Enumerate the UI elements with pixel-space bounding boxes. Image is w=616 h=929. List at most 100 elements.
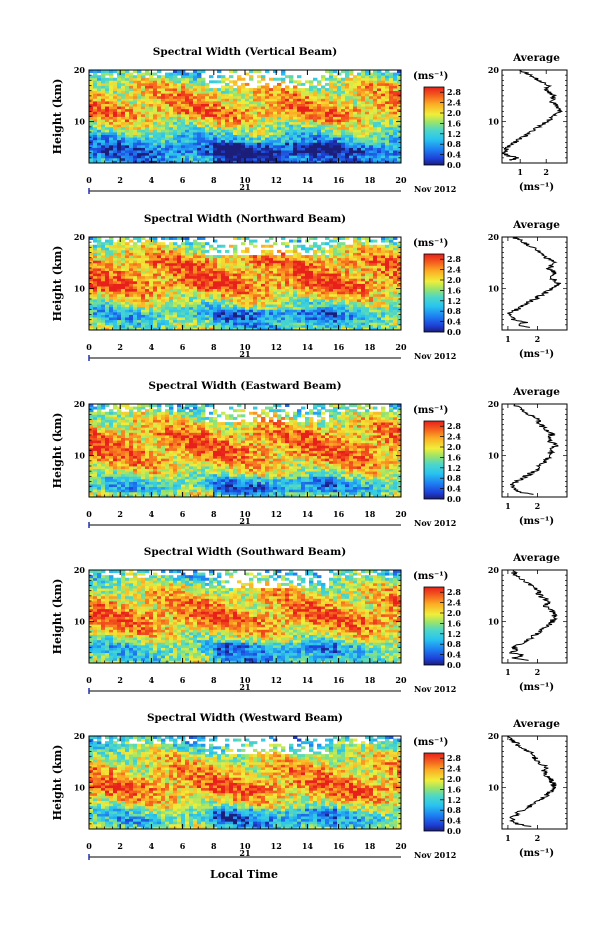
x-tick-label: 10	[239, 175, 251, 185]
x-tick-label: 4	[149, 841, 155, 851]
colorbar-tick-label: 1.2	[447, 463, 461, 473]
avg-x-tick-label: 2	[535, 667, 541, 677]
y-tick-label: 20	[74, 565, 86, 575]
day-label: 21	[239, 682, 250, 692]
x-tick-label: 2	[117, 175, 123, 185]
avg-x-label: (ms⁻¹)	[519, 516, 554, 527]
x-tick-label: 12	[271, 841, 282, 851]
x-tick-label: 16	[333, 342, 345, 352]
colorbar-tick-label: 1.2	[447, 795, 461, 805]
colorbar-tick-label: 0.0	[447, 160, 461, 170]
colorbar-tick-label: 2.4	[447, 98, 461, 108]
x-tick-label: 6	[180, 175, 186, 185]
x-tick-label: 12	[271, 342, 282, 352]
colorbar-tick-label: 0.4	[447, 484, 461, 494]
colorbar	[423, 253, 445, 333]
avg-x-label: (ms⁻¹)	[519, 349, 554, 360]
x-tick-label: 12	[271, 175, 282, 185]
colorbar-units: (ms⁻¹)	[413, 238, 448, 249]
panel-title: Spectral Width (Eastward Beam)	[148, 380, 341, 392]
x-tick-label: 0	[86, 342, 92, 352]
colorbar-tick-label: 1.6	[447, 784, 461, 794]
x-tick-label: 4	[149, 342, 155, 352]
colorbar	[423, 586, 445, 666]
x-tick-label: 10	[239, 675, 251, 685]
month-label: Nov 2012	[414, 850, 456, 860]
month-label: Nov 2012	[414, 184, 456, 194]
avg-x-tick-label: 2	[543, 167, 549, 177]
colorbar-tick-label: 0.8	[447, 139, 461, 149]
x-tick-label: 2	[117, 841, 123, 851]
colorbar-tick-label: 2.0	[447, 442, 461, 452]
colorbar-units: (ms⁻¹)	[413, 737, 448, 748]
x-tick-label: 20	[395, 675, 407, 685]
colorbar-tick-label: 1.6	[447, 618, 461, 628]
colorbar-tick-label: 2.8	[447, 587, 461, 597]
x-tick-label: 12	[271, 509, 282, 519]
x-tick-label: 14	[302, 675, 314, 685]
x-tick-label: 6	[180, 342, 186, 352]
avg-y-tick-label: 10	[488, 617, 500, 627]
avg-y-tick-label: 20	[488, 399, 500, 409]
avg-y-tick-label: 10	[488, 117, 500, 127]
x-tick-label: 16	[333, 841, 345, 851]
colorbar-tick-label: 0.0	[447, 494, 461, 504]
day-label: 21	[239, 848, 250, 858]
day-label: 21	[239, 516, 250, 526]
avg-frame	[501, 403, 568, 498]
colorbar-units: (ms⁻¹)	[413, 405, 448, 416]
avg-y-tick-label: 20	[488, 232, 500, 242]
x-tick-label: 8	[211, 509, 217, 519]
month-label: Nov 2012	[414, 518, 456, 528]
x-tick-label: 14	[302, 841, 314, 851]
avg-profile-line	[502, 70, 564, 161]
colorbar-tick-label: 2.8	[447, 753, 461, 763]
x-tick-label: 10	[239, 509, 251, 519]
colorbar-tick-label: 1.2	[447, 129, 461, 139]
colorbar-tick-label: 2.0	[447, 774, 461, 784]
avg-title: Average	[512, 552, 560, 564]
beam-panel-3: Spectral Width (Eastward Beam)0 2 4 6 8 10 12 1…	[51, 380, 568, 528]
avg-x-tick-label: 2	[535, 501, 541, 511]
x-tick-label: 4	[149, 509, 155, 519]
colorbar-tick-label: 0.8	[447, 805, 461, 815]
y-axis-label: Height (km)	[51, 579, 64, 655]
colorbar-tick-label: 0.8	[447, 639, 461, 649]
y-tick-label: 20	[74, 731, 86, 741]
x-tick-label: 4	[149, 675, 155, 685]
colorbar-tick-label: 2.4	[447, 764, 461, 774]
avg-frame	[501, 569, 568, 664]
avg-frame	[501, 69, 568, 164]
x-tick-label: 2	[117, 342, 123, 352]
day-label: 21	[239, 182, 250, 192]
y-tick-label: 20	[74, 65, 86, 75]
y-tick-label: 20	[74, 232, 86, 242]
avg-profile-line	[507, 237, 562, 328]
x-tick-label: 8	[211, 841, 217, 851]
x-tick-label: 6	[180, 509, 186, 519]
avg-y-tick-label: 20	[488, 731, 500, 741]
colorbar-tick-label: 2.0	[447, 608, 461, 618]
colorbar-tick-label: 0.0	[447, 327, 461, 337]
colorbar-tick-label: 0.8	[447, 473, 461, 483]
colorbar-tick-label: 0.0	[447, 660, 461, 670]
x-tick-label: 8	[211, 675, 217, 685]
y-axis-label: Height (km)	[51, 413, 64, 489]
y-tick-label: 20	[74, 399, 86, 409]
panel-title: Spectral Width (Westward Beam)	[147, 712, 343, 724]
y-tick-label: 10	[74, 617, 86, 627]
x-tick-label: 16	[333, 509, 345, 519]
y-axis-label: Height (km)	[51, 79, 64, 155]
avg-y-tick-label: 20	[488, 65, 500, 75]
avg-profile-line	[510, 404, 559, 495]
x-tick-label: 20	[395, 342, 407, 352]
avg-title: Average	[512, 386, 560, 398]
y-tick-label: 10	[74, 783, 86, 793]
beam-panel-2: Spectral Width (Northward Beam)0 2 4 6 8 10 12…	[51, 213, 568, 361]
month-label: Nov 2012	[414, 351, 456, 361]
avg-x-label: (ms⁻¹)	[519, 182, 554, 193]
x-tick-label: 14	[302, 175, 314, 185]
x-tick-label: 4	[149, 175, 155, 185]
colorbar-tick-label: 0.0	[447, 826, 461, 836]
